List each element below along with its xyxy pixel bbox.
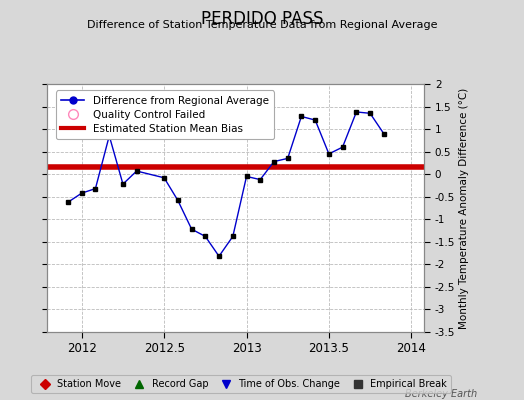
Text: Difference of Station Temperature Data from Regional Average: Difference of Station Temperature Data f…	[87, 20, 437, 30]
Text: PERDIDO PASS: PERDIDO PASS	[201, 10, 323, 28]
Legend: Difference from Regional Average, Quality Control Failed, Estimated Station Mean: Difference from Regional Average, Qualit…	[56, 90, 274, 139]
Legend: Station Move, Record Gap, Time of Obs. Change, Empirical Break: Station Move, Record Gap, Time of Obs. C…	[31, 375, 451, 393]
Y-axis label: Monthly Temperature Anomaly Difference (°C): Monthly Temperature Anomaly Difference (…	[460, 87, 470, 329]
Text: Berkeley Earth: Berkeley Earth	[405, 389, 477, 399]
